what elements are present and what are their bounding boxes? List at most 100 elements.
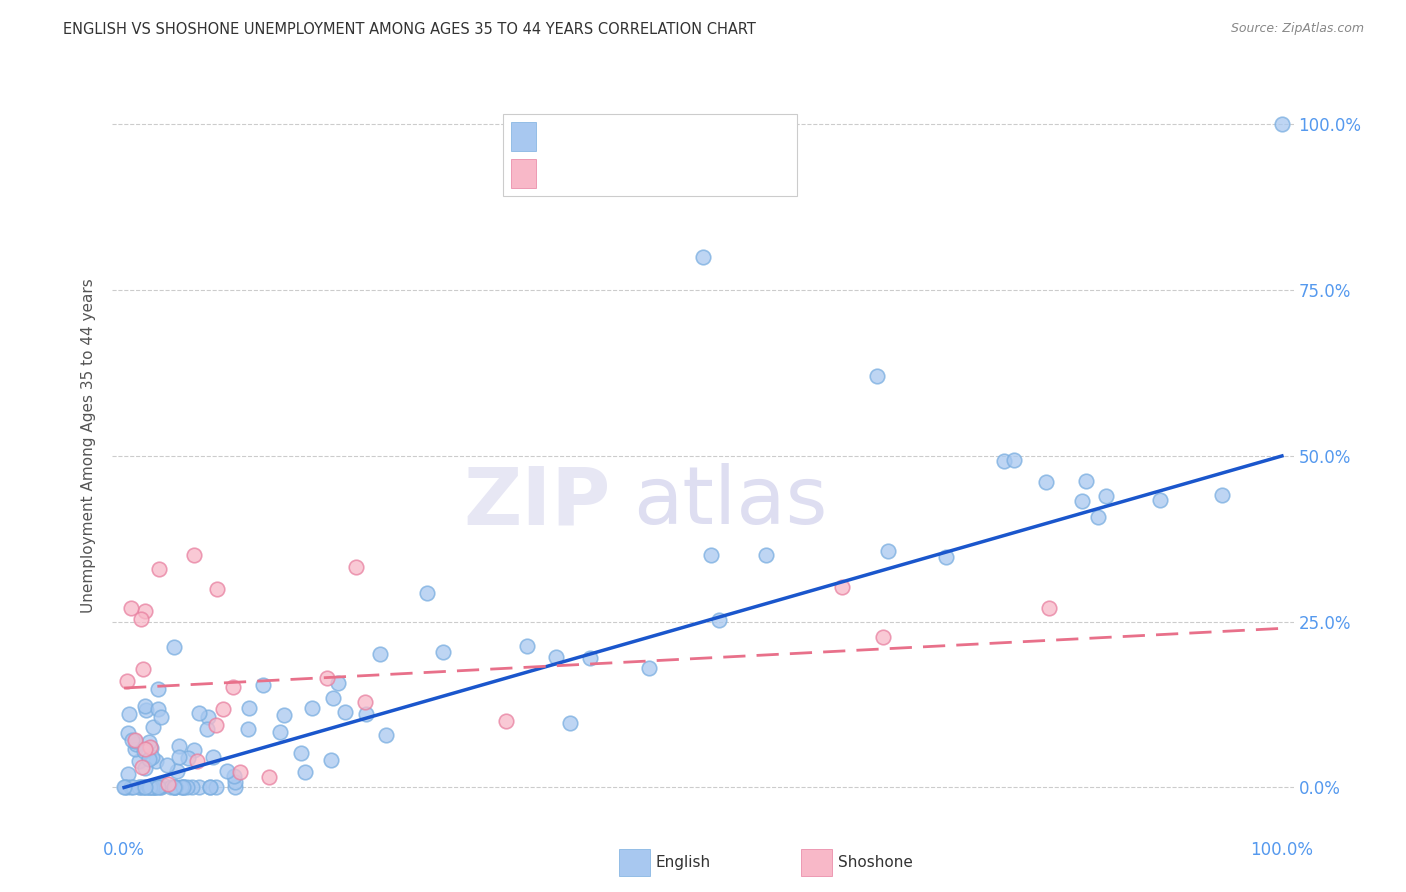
Point [273,708,295,723]
Point [176,780,198,795]
Point [148,562,170,576]
Point [149,780,172,795]
Point [128,780,150,795]
Point [638,661,661,675]
Text: 26: 26 [652,166,673,181]
Point [141,780,163,795]
Point [1149,492,1171,507]
Point [149,780,172,795]
Point [166,764,188,778]
Point [252,678,274,692]
Text: Source: ZipAtlas.com: Source: ZipAtlas.com [1230,22,1364,36]
Text: Shoshone: Shoshone [838,855,912,870]
Point [156,777,179,791]
Point [1074,474,1097,488]
Point [138,780,160,795]
Point [141,720,163,734]
Point [124,734,146,748]
Point [224,775,246,789]
Point [131,780,153,795]
Point [432,645,454,659]
Point [321,753,343,767]
Text: N =: N = [624,128,658,144]
Point [145,780,167,795]
Point [172,780,194,795]
Point [134,780,156,795]
Point [117,707,139,722]
Point [195,722,218,736]
Point [831,580,853,594]
Point [143,780,166,795]
Point [148,780,170,795]
Point [120,601,142,615]
Point [872,630,894,644]
Point [316,671,339,685]
Text: ENGLISH VS SHOSHONE UNEMPLOYMENT AMONG AGES 35 TO 44 YEARS CORRELATION CHART: ENGLISH VS SHOSHONE UNEMPLOYMENT AMONG A… [63,22,756,37]
Point [165,780,187,795]
Point [198,780,221,795]
Point [134,604,156,618]
Point [866,369,889,384]
Text: 113: 113 [652,128,683,144]
Point [222,769,245,783]
Point [163,780,186,795]
Point [135,703,157,717]
Point [129,612,152,626]
Point [159,780,181,795]
Point [1002,452,1025,467]
Point [139,739,162,754]
Point [138,735,160,749]
Point [155,758,177,772]
Point [1035,475,1057,490]
Point [115,780,138,795]
Point [173,780,195,795]
Point [134,761,156,775]
Point [112,780,135,795]
Point [138,780,160,795]
Point [124,742,146,756]
Point [1087,509,1109,524]
Point [416,586,439,600]
Point [128,780,150,795]
Point [170,780,193,795]
Point [131,661,153,675]
Point [200,780,222,795]
Point [141,750,163,764]
Point [877,544,900,558]
Point [167,739,190,753]
Point [257,770,280,784]
Point [368,648,391,662]
Point [120,780,142,795]
Point [186,754,208,768]
Point [269,724,291,739]
Point [148,681,170,696]
Point [183,743,205,757]
Point [1095,489,1118,503]
Point [238,700,260,714]
Point [139,740,162,755]
Point [205,780,228,795]
Point [148,702,170,716]
Text: N =: N = [624,166,658,181]
Point [145,754,167,768]
Point [692,250,714,264]
Point [131,759,153,773]
Point [700,548,723,562]
Point [187,706,209,721]
Point [375,728,398,742]
Point [222,680,245,694]
Point [150,710,173,724]
Point [117,674,139,689]
Point [993,454,1015,468]
Point [322,690,344,705]
Point [211,702,233,716]
Point [290,746,312,760]
Point [124,732,146,747]
Point [229,764,252,779]
Point [294,764,316,779]
Text: atlas: atlas [634,463,828,541]
Point [326,676,349,690]
Point [121,732,143,747]
Point [134,742,156,756]
Point [125,737,148,751]
